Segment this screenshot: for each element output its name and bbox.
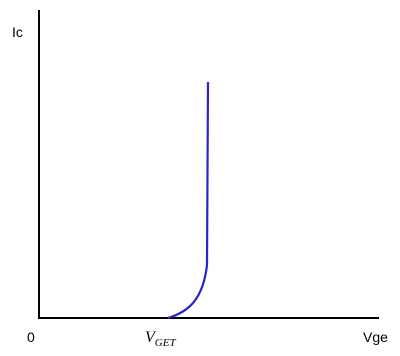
y-axis-label: Ic bbox=[12, 24, 23, 40]
x-axis-label: Vge bbox=[363, 329, 388, 345]
transfer-curve bbox=[167, 81, 210, 320]
threshold-subscript: GET bbox=[155, 337, 177, 349]
origin-label: 0 bbox=[27, 329, 35, 345]
threshold-label: VGET bbox=[145, 329, 176, 349]
threshold-main: V bbox=[145, 329, 157, 346]
